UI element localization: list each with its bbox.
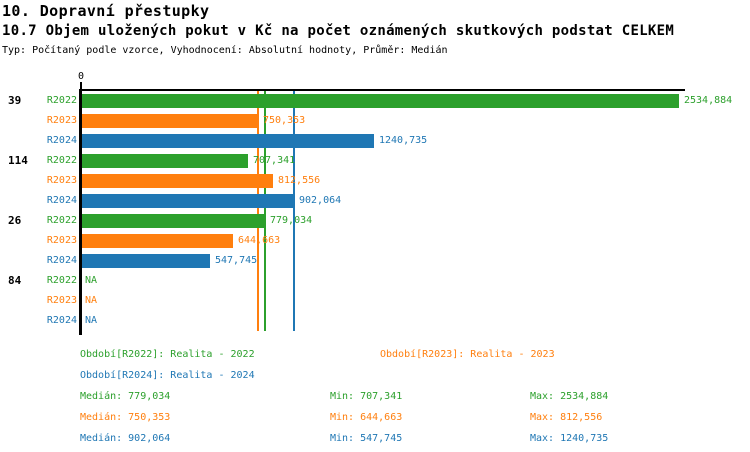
legend-median-r2024: Medián: 902,064 — [80, 433, 171, 444]
bar-r2023 — [81, 234, 233, 248]
row-label-r2023: R2023 — [46, 235, 77, 246]
row-label-r2022: R2022 — [46, 155, 77, 166]
bar-value-label: 750,353 — [263, 115, 306, 126]
legend-max-r2024: Max: 1240,735 — [530, 433, 609, 444]
legend-min-r2024: Min: 547,745 — [330, 433, 403, 444]
bar-value-label: 779,034 — [270, 215, 313, 226]
median-line-r2023 — [257, 91, 259, 331]
bar-r2024 — [81, 254, 210, 268]
row-label-r2024: R2024 — [46, 195, 77, 206]
bar-r2024 — [81, 194, 294, 208]
row-label-r2022: R2022 — [46, 215, 77, 226]
legend-max-r2023: Max: 812,556 — [530, 412, 603, 423]
median-line-r2024 — [293, 91, 295, 331]
legend-period-r2023: Období[R2023]: Realita - 2023 — [380, 349, 555, 360]
bar-value-label: 812,556 — [278, 175, 321, 186]
legend-min-r2023: Min: 644,663 — [330, 412, 403, 423]
row-label-r2023: R2023 — [46, 115, 77, 126]
bar-r2022 — [81, 94, 679, 108]
row-label-r2023: R2023 — [46, 175, 77, 186]
legend-period-r2022: Období[R2022]: Realita - 2022 — [80, 349, 255, 360]
bar-value-label: 902,064 — [299, 195, 342, 206]
legend-min-r2022: Min: 707,341 — [330, 391, 403, 402]
report-subtitle: 10.7 Objem uložených pokut v Kč na počet… — [2, 23, 675, 39]
bar-na-label: NA — [85, 275, 98, 286]
bar-value-label: 547,745 — [215, 255, 258, 266]
bar-na-label: NA — [85, 315, 98, 326]
legend-period-r2024: Období[R2024]: Realita - 2024 — [80, 370, 255, 381]
median-line-r2022 — [264, 91, 266, 331]
bar-r2024 — [81, 134, 374, 148]
bar-na-label: NA — [85, 295, 98, 306]
row-label-r2024: R2024 — [46, 255, 77, 266]
bar-value-label: 1240,735 — [379, 135, 428, 146]
legend-max-r2022: Max: 2534,884 — [530, 391, 609, 402]
x-axis-zero-label: 0 — [77, 71, 85, 82]
bar-r2022 — [81, 214, 265, 228]
group-label: 26 — [8, 214, 22, 227]
bar-r2022 — [81, 154, 248, 168]
report-meta: Typ: Počítaný podle vzorce, Vyhodnocení:… — [2, 45, 448, 56]
x-axis-zero-tick — [80, 82, 82, 89]
x-axis-line — [80, 89, 685, 91]
group-label: 84 — [8, 274, 22, 287]
legend-median-r2023: Medián: 750,353 — [80, 412, 171, 423]
bar-r2023 — [81, 114, 258, 128]
legend-median-r2022: Medián: 779,034 — [80, 391, 171, 402]
report-title: 10. Dopravní přestupky — [2, 2, 210, 20]
bar-r2023 — [81, 174, 273, 188]
y-axis-line — [79, 89, 82, 335]
bar-value-label: 707,341 — [253, 155, 296, 166]
row-label-r2024: R2024 — [46, 315, 77, 326]
row-label-r2022: R2022 — [46, 275, 77, 286]
bar-value-label: 2534,884 — [684, 95, 733, 106]
row-label-r2024: R2024 — [46, 135, 77, 146]
row-label-r2022: R2022 — [46, 95, 77, 106]
group-label: 114 — [8, 154, 28, 167]
bar-value-label: 644,663 — [238, 235, 281, 246]
row-label-r2023: R2023 — [46, 295, 77, 306]
group-label: 39 — [8, 94, 22, 107]
